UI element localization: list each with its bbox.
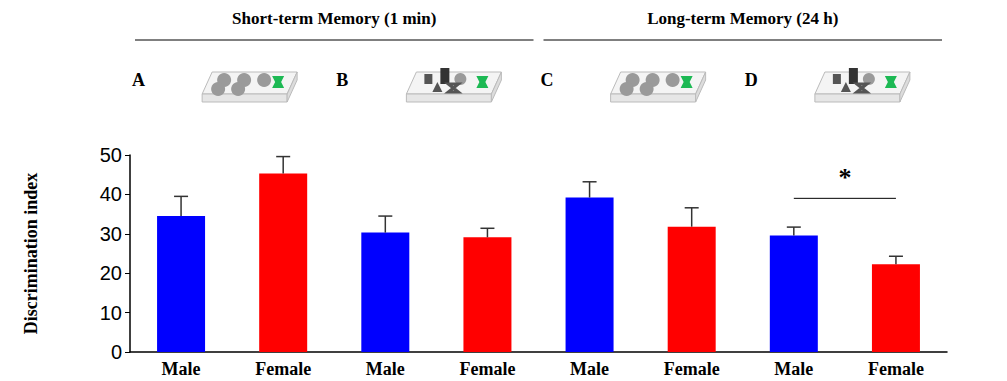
svg-text:30: 30 xyxy=(100,223,122,245)
svg-text:0: 0 xyxy=(111,341,122,363)
svg-text:Male: Male xyxy=(570,359,609,379)
svg-text:Female: Female xyxy=(664,359,720,379)
svg-text:B: B xyxy=(336,70,348,90)
svg-text:Long-term Memory (24 h): Long-term Memory (24 h) xyxy=(647,9,838,28)
svg-text:Female: Female xyxy=(459,359,515,379)
svg-text:40: 40 xyxy=(100,183,122,205)
svg-text:10: 10 xyxy=(100,302,122,324)
svg-text:Male: Male xyxy=(366,359,405,379)
svg-text:Male: Male xyxy=(774,359,813,379)
svg-text:Male: Male xyxy=(162,359,201,379)
svg-text:D: D xyxy=(745,70,758,90)
svg-text:50: 50 xyxy=(100,144,122,166)
svg-text:Female: Female xyxy=(255,359,311,379)
svg-text:Female: Female xyxy=(868,359,924,379)
svg-text:A: A xyxy=(132,70,145,90)
svg-text:20: 20 xyxy=(100,262,122,284)
svg-text:Short-term Memory (1 min): Short-term Memory (1 min) xyxy=(232,9,436,28)
svg-text:*: * xyxy=(838,163,851,192)
svg-text:Discrimination index: Discrimination index xyxy=(21,173,41,335)
svg-text:C: C xyxy=(541,70,554,90)
